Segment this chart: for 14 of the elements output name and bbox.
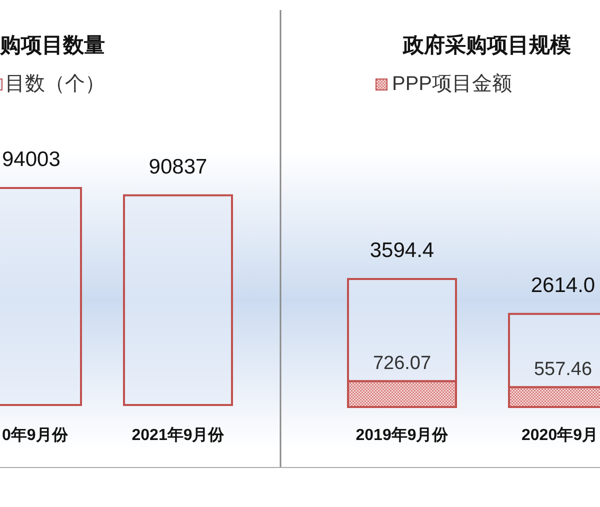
data-label: 557.46: [534, 359, 592, 380]
x-tick-label: 2020年9月: [522, 426, 598, 444]
chart-title: 政府采购项目规模: [402, 33, 571, 57]
x-tick-label: 2019年9月份: [356, 426, 450, 444]
total-label: 3594.4: [370, 239, 434, 262]
x-tick-label: 0年9月份: [2, 426, 69, 444]
data-label: 90837: [148, 155, 208, 178]
total-label: 2614.0: [530, 274, 596, 297]
x-tick-label: 2021年9月份: [132, 426, 226, 444]
chart-title: 购项目数量: [0, 34, 105, 57]
data-label: 94003: [2, 148, 60, 171]
legend-label: 目数（个）: [5, 73, 105, 95]
data-label: 726.07: [372, 353, 432, 374]
legend-label: PPP项目金额: [392, 73, 512, 95]
